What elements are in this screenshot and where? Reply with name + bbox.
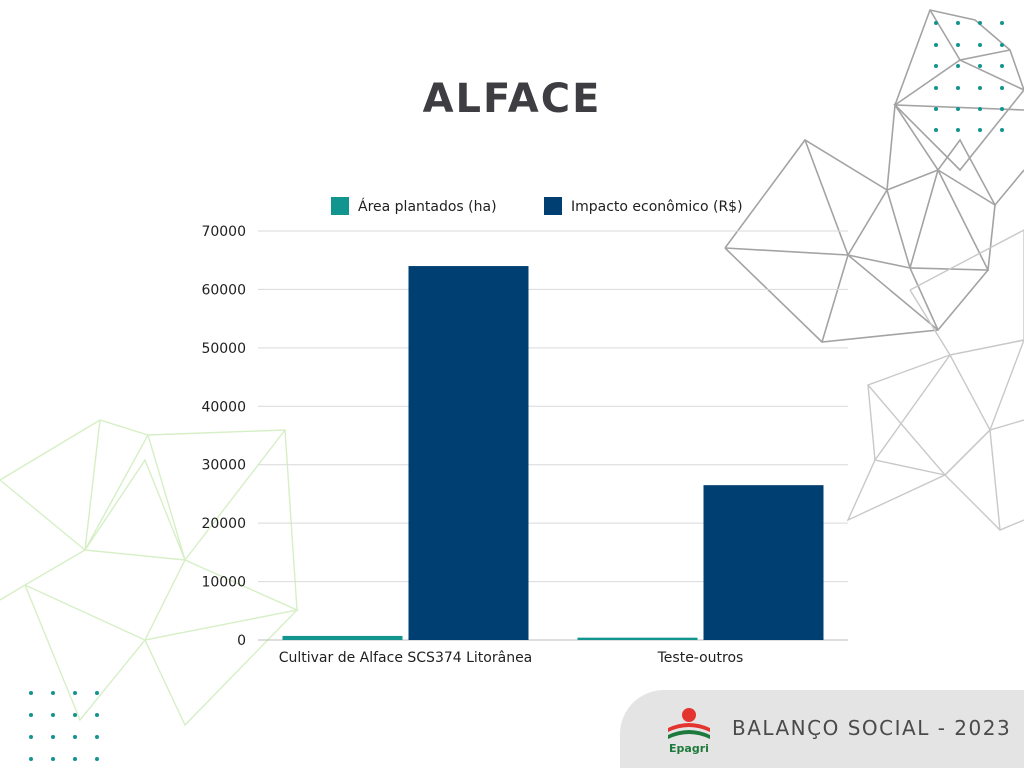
x-tick-label: Teste-outros [657, 650, 744, 666]
y-tick-label: 50000 [201, 341, 246, 357]
y-tick-label: 40000 [201, 399, 246, 415]
legend-swatch [331, 197, 349, 215]
y-axis-ticks: 0 10000 20000 30000 40000 50000 60000 70000 [201, 224, 246, 649]
page-title: ALFACE [422, 76, 602, 122]
x-axis-labels: Cultivar de Alface SCS374 Litorânea Teste… [279, 650, 744, 666]
bar-area-1 [577, 637, 698, 640]
logo-text: Epagri [669, 742, 709, 755]
legend-label: Impacto econômico (R$) [571, 199, 743, 215]
chart-bars [282, 266, 824, 640]
bar-impacto-1 [703, 485, 824, 640]
legend-swatch [544, 197, 562, 215]
epagri-logo-icon: Epagri [668, 708, 710, 755]
bar-impacto-0 [408, 266, 529, 640]
y-tick-label: 0 [237, 633, 246, 649]
footer-text: BALANÇO SOCIAL - 2023 [732, 716, 1012, 740]
bar-area-0 [282, 635, 403, 640]
y-tick-label: 70000 [201, 224, 246, 240]
legend-label: Área plantados (ha) [358, 198, 497, 215]
y-tick-label: 10000 [201, 575, 246, 591]
y-tick-label: 30000 [201, 458, 246, 474]
y-tick-label: 60000 [201, 282, 246, 298]
chart-legend: Área plantados (ha) Impacto econômico (R$… [331, 197, 743, 215]
y-tick-label: 20000 [201, 516, 246, 532]
footer-banner: Epagri BALANÇO SOCIAL - 2023 [620, 690, 1024, 768]
x-tick-label: Cultivar de Alface SCS374 Litorânea [279, 650, 533, 666]
